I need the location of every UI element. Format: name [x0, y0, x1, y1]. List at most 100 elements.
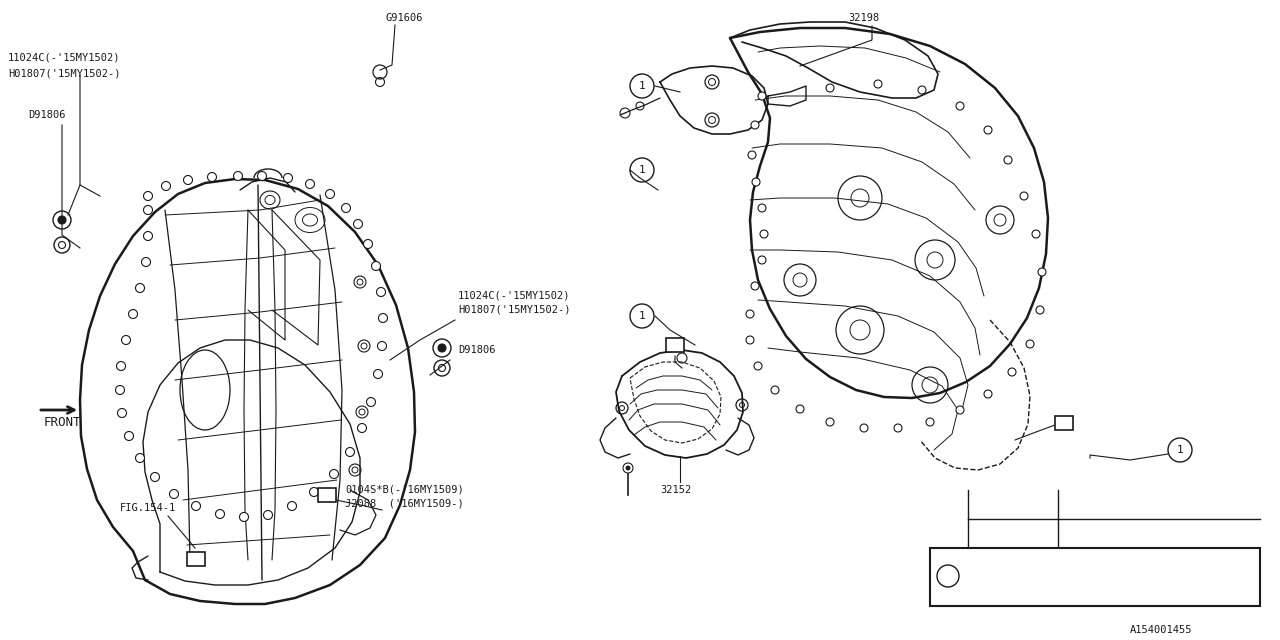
Circle shape: [826, 84, 835, 92]
Circle shape: [116, 362, 125, 371]
Circle shape: [192, 502, 201, 511]
Text: G91606: G91606: [385, 13, 422, 23]
Circle shape: [366, 397, 375, 406]
Circle shape: [753, 178, 760, 186]
Circle shape: [751, 282, 759, 290]
Circle shape: [874, 80, 882, 88]
Circle shape: [143, 232, 152, 241]
Circle shape: [1036, 306, 1044, 314]
Text: J60697: J60697: [972, 563, 1009, 573]
Circle shape: [984, 390, 992, 398]
Circle shape: [376, 287, 385, 296]
Circle shape: [264, 511, 273, 520]
Circle shape: [371, 262, 380, 271]
Circle shape: [151, 472, 160, 481]
Text: B: B: [1061, 418, 1068, 428]
Circle shape: [310, 488, 319, 497]
Circle shape: [626, 466, 630, 470]
Text: 32152: 32152: [660, 485, 691, 495]
Circle shape: [161, 182, 170, 191]
Circle shape: [796, 405, 804, 413]
Circle shape: [758, 256, 765, 264]
Circle shape: [438, 344, 445, 352]
Circle shape: [748, 151, 756, 159]
Circle shape: [374, 369, 383, 378]
Circle shape: [239, 513, 248, 522]
Circle shape: [122, 335, 131, 344]
Circle shape: [746, 336, 754, 344]
Text: FIG.154-1: FIG.154-1: [120, 503, 177, 513]
Circle shape: [754, 362, 762, 370]
Text: A: A: [193, 554, 200, 564]
Circle shape: [233, 172, 242, 180]
Circle shape: [956, 102, 964, 110]
Text: D91806: D91806: [458, 345, 495, 355]
Circle shape: [751, 121, 759, 129]
Circle shape: [984, 126, 992, 134]
Circle shape: [257, 172, 266, 180]
Circle shape: [746, 310, 754, 318]
Circle shape: [329, 470, 338, 479]
Circle shape: [142, 257, 151, 266]
Text: D91806: D91806: [28, 110, 65, 120]
Text: 1: 1: [639, 165, 645, 175]
Text: A154001455: A154001455: [1130, 625, 1193, 635]
Text: 32198: 32198: [849, 13, 879, 23]
Circle shape: [115, 385, 124, 394]
Circle shape: [128, 310, 137, 319]
Circle shape: [353, 220, 362, 228]
Circle shape: [1032, 230, 1039, 238]
Circle shape: [207, 173, 216, 182]
Circle shape: [342, 204, 351, 212]
Text: H01807('15MY1502-): H01807('15MY1502-): [458, 305, 571, 315]
Circle shape: [925, 418, 934, 426]
Circle shape: [58, 216, 67, 224]
Circle shape: [143, 191, 152, 200]
Circle shape: [124, 431, 133, 440]
Circle shape: [306, 179, 315, 189]
Circle shape: [771, 386, 780, 394]
Circle shape: [1020, 192, 1028, 200]
Circle shape: [357, 424, 366, 433]
Circle shape: [136, 284, 145, 292]
Text: 11024C(-'15MY1502): 11024C(-'15MY1502): [8, 53, 120, 63]
Text: 1: 1: [1176, 445, 1184, 455]
Circle shape: [956, 406, 964, 414]
Circle shape: [758, 92, 765, 100]
Circle shape: [379, 314, 388, 323]
Circle shape: [169, 490, 178, 499]
Circle shape: [860, 424, 868, 432]
Circle shape: [118, 408, 127, 417]
Bar: [931, 548, 1260, 606]
Text: H01807('15MY1502-): H01807('15MY1502-): [8, 68, 120, 78]
Text: 1: 1: [945, 571, 951, 581]
Circle shape: [283, 173, 293, 182]
Circle shape: [378, 342, 387, 351]
Circle shape: [1038, 268, 1046, 276]
Text: 11024C(-'15MY1502): 11024C(-'15MY1502): [458, 290, 571, 300]
Circle shape: [346, 447, 355, 456]
Circle shape: [183, 175, 192, 184]
Text: (-'16MY1509): (-'16MY1509): [1061, 563, 1137, 573]
Text: 1: 1: [639, 81, 645, 91]
Circle shape: [143, 205, 152, 214]
FancyBboxPatch shape: [187, 552, 205, 566]
Text: FRONT: FRONT: [44, 415, 82, 429]
Circle shape: [136, 454, 145, 463]
Circle shape: [893, 424, 902, 432]
FancyBboxPatch shape: [317, 488, 335, 502]
Circle shape: [215, 509, 224, 518]
Circle shape: [325, 189, 334, 198]
Text: B: B: [324, 490, 330, 500]
Circle shape: [288, 502, 297, 511]
Circle shape: [760, 230, 768, 238]
Text: J2088  ('16MY1509-): J2088 ('16MY1509-): [346, 499, 463, 509]
Circle shape: [758, 204, 765, 212]
Circle shape: [1027, 340, 1034, 348]
Text: 0104S*B(-'16MY1509): 0104S*B(-'16MY1509): [346, 485, 463, 495]
FancyBboxPatch shape: [666, 338, 684, 352]
Circle shape: [1009, 368, 1016, 376]
Circle shape: [364, 239, 372, 248]
Text: 1: 1: [639, 311, 645, 321]
FancyBboxPatch shape: [1055, 416, 1073, 430]
